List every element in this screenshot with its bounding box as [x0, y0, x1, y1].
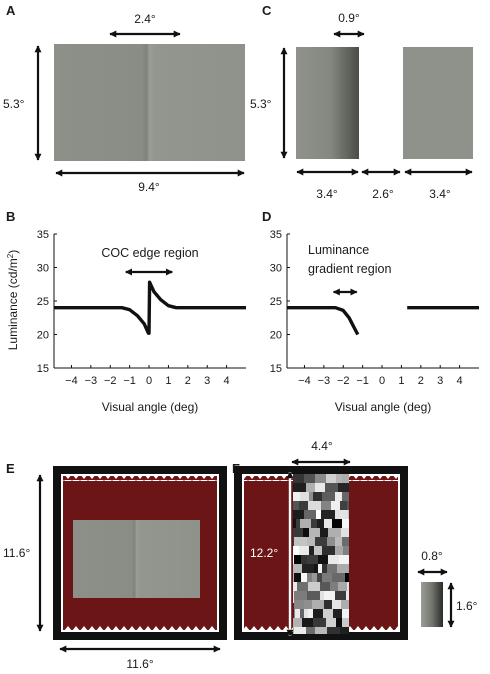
x-tick-label: −2	[104, 375, 117, 387]
x-tick-label: −3	[318, 375, 331, 387]
y-tick-label: 25	[37, 296, 49, 308]
texture-patch	[340, 627, 349, 634]
panel-e: 11.6° 11.6°	[3, 466, 227, 671]
right-width-label: 3.4°	[429, 187, 451, 201]
annotation-line-2: gradient region	[308, 262, 391, 276]
series	[54, 280, 246, 335]
uniform-stimulus	[403, 47, 473, 159]
x-axis-label: Visual angle (deg)	[335, 400, 432, 414]
texture-patch	[294, 627, 307, 634]
x-tick-label: 2	[185, 375, 191, 387]
texture-patch	[327, 627, 341, 634]
luminance-profile-line	[287, 306, 360, 336]
chart-d: 15 20 25 30 35 −4 −3 −2 −1 0 1 2 3 4 Luminance gradi…	[270, 229, 479, 414]
texture-patch	[320, 528, 329, 544]
texture-patch	[317, 573, 323, 590]
x-tick-label: 2	[418, 375, 424, 387]
top-width-label: 4.4°	[311, 439, 333, 453]
chart-b: 15 20 25 30 35 −4 −3 −2 −1 0 1 2 3 4 COC edge region…	[6, 229, 246, 414]
texture-patch	[313, 618, 318, 634]
coc-stimulus	[73, 520, 200, 598]
texture-patch	[342, 618, 349, 634]
texture-patch	[326, 618, 337, 634]
y-ticks: 15 20 25 30 35	[37, 229, 57, 375]
x-tick-label: 0	[146, 375, 152, 387]
x-tick-label: 1	[398, 375, 404, 387]
texture-patch	[317, 618, 327, 634]
luminance-profile-line	[54, 280, 246, 335]
x-tick-label: −1	[123, 375, 136, 387]
x-tick-label: −1	[356, 375, 369, 387]
texture-patch	[345, 573, 349, 589]
texture-patch	[306, 627, 316, 634]
x-tick-label: −2	[337, 375, 350, 387]
texture-patch	[315, 627, 328, 634]
y-tick-label: 20	[37, 330, 49, 342]
center-width-label: 2.4°	[134, 12, 156, 26]
height-label: 12.2°	[250, 546, 278, 560]
x-axis-label: Visual angle (deg)	[102, 400, 199, 414]
gradient-stimulus	[296, 47, 359, 159]
height-label: 5.3°	[250, 97, 272, 111]
annotation: COC edge region	[101, 246, 198, 260]
annotation-line-1: Luminance	[308, 243, 369, 257]
y-axis-label: Luminance (cd/m2)	[6, 250, 21, 351]
coc-stimulus	[54, 44, 245, 161]
small-gradient-stimulus	[421, 582, 443, 627]
panel-f: 4.4° 12.2° 0.8° 1.6°	[234, 439, 478, 640]
width-label: 9.4°	[138, 180, 160, 194]
x-tick-label: 4	[457, 375, 463, 387]
x-tick-label: 1	[165, 375, 171, 387]
texture-patch	[341, 528, 349, 544]
y-ticks: 15 20 25 30 35	[270, 229, 290, 375]
small-width-label: 0.8°	[421, 549, 443, 563]
top-width-label: 0.9°	[338, 11, 360, 25]
panel-label-a: A	[6, 3, 16, 18]
x-tick-label: −4	[65, 375, 78, 387]
x-tick-label: 3	[204, 375, 210, 387]
gap-width-label: 2.6°	[372, 187, 394, 201]
texture-patch	[342, 474, 349, 491]
sawtooth-bottom	[63, 625, 217, 630]
y-tick-label: 15	[270, 363, 282, 375]
series	[287, 306, 479, 336]
y-axis-label-main: Luminance (cd/m	[6, 258, 20, 350]
texture-patch	[324, 519, 333, 535]
y-tick-label: 35	[270, 229, 282, 241]
left-width-label: 3.4°	[316, 187, 338, 201]
sawtooth-top	[63, 476, 217, 481]
texture-patch	[336, 618, 343, 634]
texture-patch	[316, 510, 322, 527]
panel-a: 2.4° 5.3° 9.4°	[3, 12, 245, 194]
y-tick-label: 25	[270, 296, 282, 308]
x-tick-label: −3	[85, 375, 98, 387]
panel-label-e: E	[6, 461, 15, 476]
panel-label-d: D	[262, 209, 271, 224]
y-tick-label: 30	[270, 263, 282, 275]
small-height-label: 1.6°	[456, 599, 478, 613]
texture-patch	[293, 618, 303, 634]
y-tick-label: 35	[37, 229, 49, 241]
y-axis-label-end: )	[6, 250, 20, 254]
x-ticks: −4 −3 −2 −1 0 1 2 3 4	[298, 365, 463, 387]
y-tick-label: 30	[37, 263, 49, 275]
x-tick-label: 0	[379, 375, 385, 387]
panel-label-b: B	[6, 209, 15, 224]
panel-c: 0.9° 5.3° 3.4° 2.6° 3.4°	[250, 11, 473, 201]
x-tick-label: 4	[224, 375, 230, 387]
x-ticks: −4 −3 −2 −1 0 1 2 3 4	[65, 365, 230, 387]
height-label: 5.3°	[3, 97, 25, 111]
x-tick-label: −4	[298, 375, 311, 387]
height-label: 11.6°	[3, 546, 30, 560]
x-tick-label: 3	[437, 375, 443, 387]
texture-patch	[323, 609, 334, 625]
width-label: 11.6°	[126, 657, 153, 671]
panel-label-c: C	[262, 3, 272, 18]
y-tick-label: 20	[270, 330, 282, 342]
y-tick-label: 15	[37, 363, 49, 375]
random-texture-stimulus	[293, 474, 349, 634]
y-axis-label-sup: 2	[6, 253, 15, 258]
